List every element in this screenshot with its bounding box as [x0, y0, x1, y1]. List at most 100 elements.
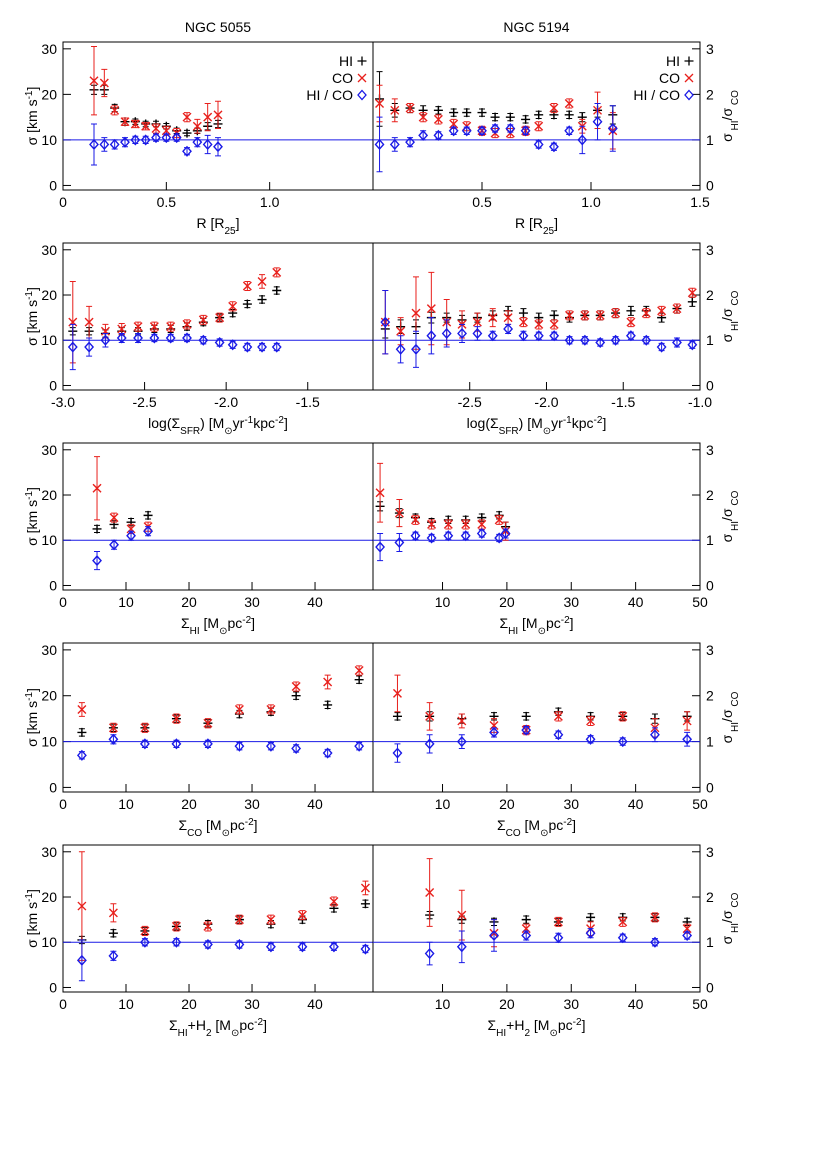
point-marker — [140, 723, 150, 733]
x-tick-label: 10 — [118, 594, 134, 610]
point-marker — [411, 343, 421, 355]
legend-marker — [684, 56, 694, 66]
point-marker — [130, 134, 141, 146]
x-axis-label-part: +H — [188, 1017, 206, 1033]
point-marker — [171, 936, 182, 948]
x-axis-label-part: [M — [202, 817, 221, 833]
point-marker — [682, 733, 693, 745]
error-bar — [94, 551, 101, 571]
x-axis-label-part: -2 — [275, 415, 284, 426]
x-tick-label: 20 — [181, 594, 197, 610]
y2-tick-label: 1 — [706, 532, 714, 548]
plot-frame — [372, 642, 701, 793]
point-marker — [392, 747, 403, 759]
point-marker — [108, 723, 118, 733]
point-marker — [375, 98, 385, 108]
x-axis-label-part: [M — [518, 615, 537, 631]
point-marker — [202, 138, 213, 151]
x-tick-label: 20 — [181, 996, 197, 1012]
x-axis-label-part: yr — [551, 415, 563, 431]
x-axis-label-part: R [R — [196, 215, 224, 231]
point-marker — [109, 138, 120, 151]
point-marker — [579, 334, 590, 346]
point-marker — [553, 729, 564, 741]
point-marker — [411, 308, 421, 318]
point-marker — [533, 330, 544, 342]
point-marker — [116, 332, 127, 344]
x-axis-label-part: ] — [572, 817, 576, 833]
y2-tick-label: 2 — [706, 688, 714, 704]
point-marker — [108, 733, 119, 745]
point-marker — [375, 541, 386, 553]
y2-axis-label-part: CO — [730, 691, 741, 709]
y-tick-label: 10 — [41, 734, 57, 750]
point-marker — [257, 341, 267, 353]
point-marker — [461, 519, 471, 529]
x-tick-label: 40 — [628, 796, 644, 812]
point-marker — [565, 310, 575, 320]
point-marker — [405, 103, 415, 113]
x-axis-label-part: ] — [554, 215, 558, 231]
point-marker — [161, 126, 171, 136]
point-marker — [682, 716, 692, 726]
y2-axis-label: σ HI/σ CO — [719, 490, 741, 542]
point-marker — [424, 738, 435, 750]
y2-axis-label-part: HI — [730, 321, 741, 334]
point-marker — [234, 938, 245, 951]
x-axis-label-part: -2 — [254, 1017, 263, 1028]
y2-axis-label-part: CO — [730, 290, 741, 308]
error-bar — [394, 743, 401, 763]
point-marker — [360, 899, 370, 909]
point-marker — [257, 295, 267, 305]
y-tick-label: 20 — [41, 688, 57, 704]
x-axis-label-part: -2 — [563, 817, 572, 828]
y-axis-label-part: -1 — [24, 291, 35, 300]
x-tick-label: 10 — [435, 594, 451, 610]
point-marker — [171, 738, 182, 750]
point-marker — [67, 341, 78, 353]
point-marker — [534, 121, 544, 131]
point-marker — [427, 519, 437, 529]
point-marker — [586, 912, 596, 922]
point-marker — [291, 742, 302, 754]
point-marker — [617, 736, 628, 748]
point-marker — [182, 332, 192, 344]
x-axis-label-part: [M — [521, 817, 540, 833]
point-marker — [617, 932, 628, 944]
x-axis-label-part: R [R — [515, 215, 543, 231]
y2-axis-label-part: /σ — [719, 308, 735, 321]
point-marker — [626, 317, 636, 327]
x-tick-label: 0 — [59, 796, 67, 812]
point-marker — [99, 138, 110, 151]
point-marker — [424, 948, 435, 960]
x-axis-label-part: [M — [200, 615, 219, 631]
error-bar — [458, 930, 465, 964]
x-tick-label: 10 — [118, 796, 134, 812]
x-tick-label: 30 — [244, 594, 260, 610]
y2-axis-label-part: σ — [719, 533, 735, 542]
point-marker — [171, 132, 182, 144]
error-bar — [69, 323, 76, 371]
y2-axis-label-part: σ — [719, 333, 735, 342]
y-axis-label-part: σ [km s — [24, 902, 40, 948]
x-axis-label-part: pc — [227, 615, 242, 631]
point-marker — [477, 108, 487, 118]
y-tick-label: 10 — [41, 332, 57, 348]
y-tick-label: 0 — [49, 177, 57, 193]
y2-tick-label: 3 — [706, 242, 714, 258]
point-marker — [443, 530, 454, 542]
legend-marker — [684, 89, 694, 101]
y2-tick-label: 1 — [706, 734, 714, 750]
point-marker — [149, 332, 160, 344]
point-marker — [564, 334, 575, 346]
point-marker — [477, 125, 487, 137]
y2-tick-label: 1 — [706, 132, 714, 148]
point-marker — [425, 887, 435, 897]
x-axis-label-part: ] — [582, 1017, 586, 1033]
point-marker — [322, 747, 333, 759]
x-tick-label: 30 — [563, 996, 579, 1012]
point-marker — [182, 128, 192, 138]
